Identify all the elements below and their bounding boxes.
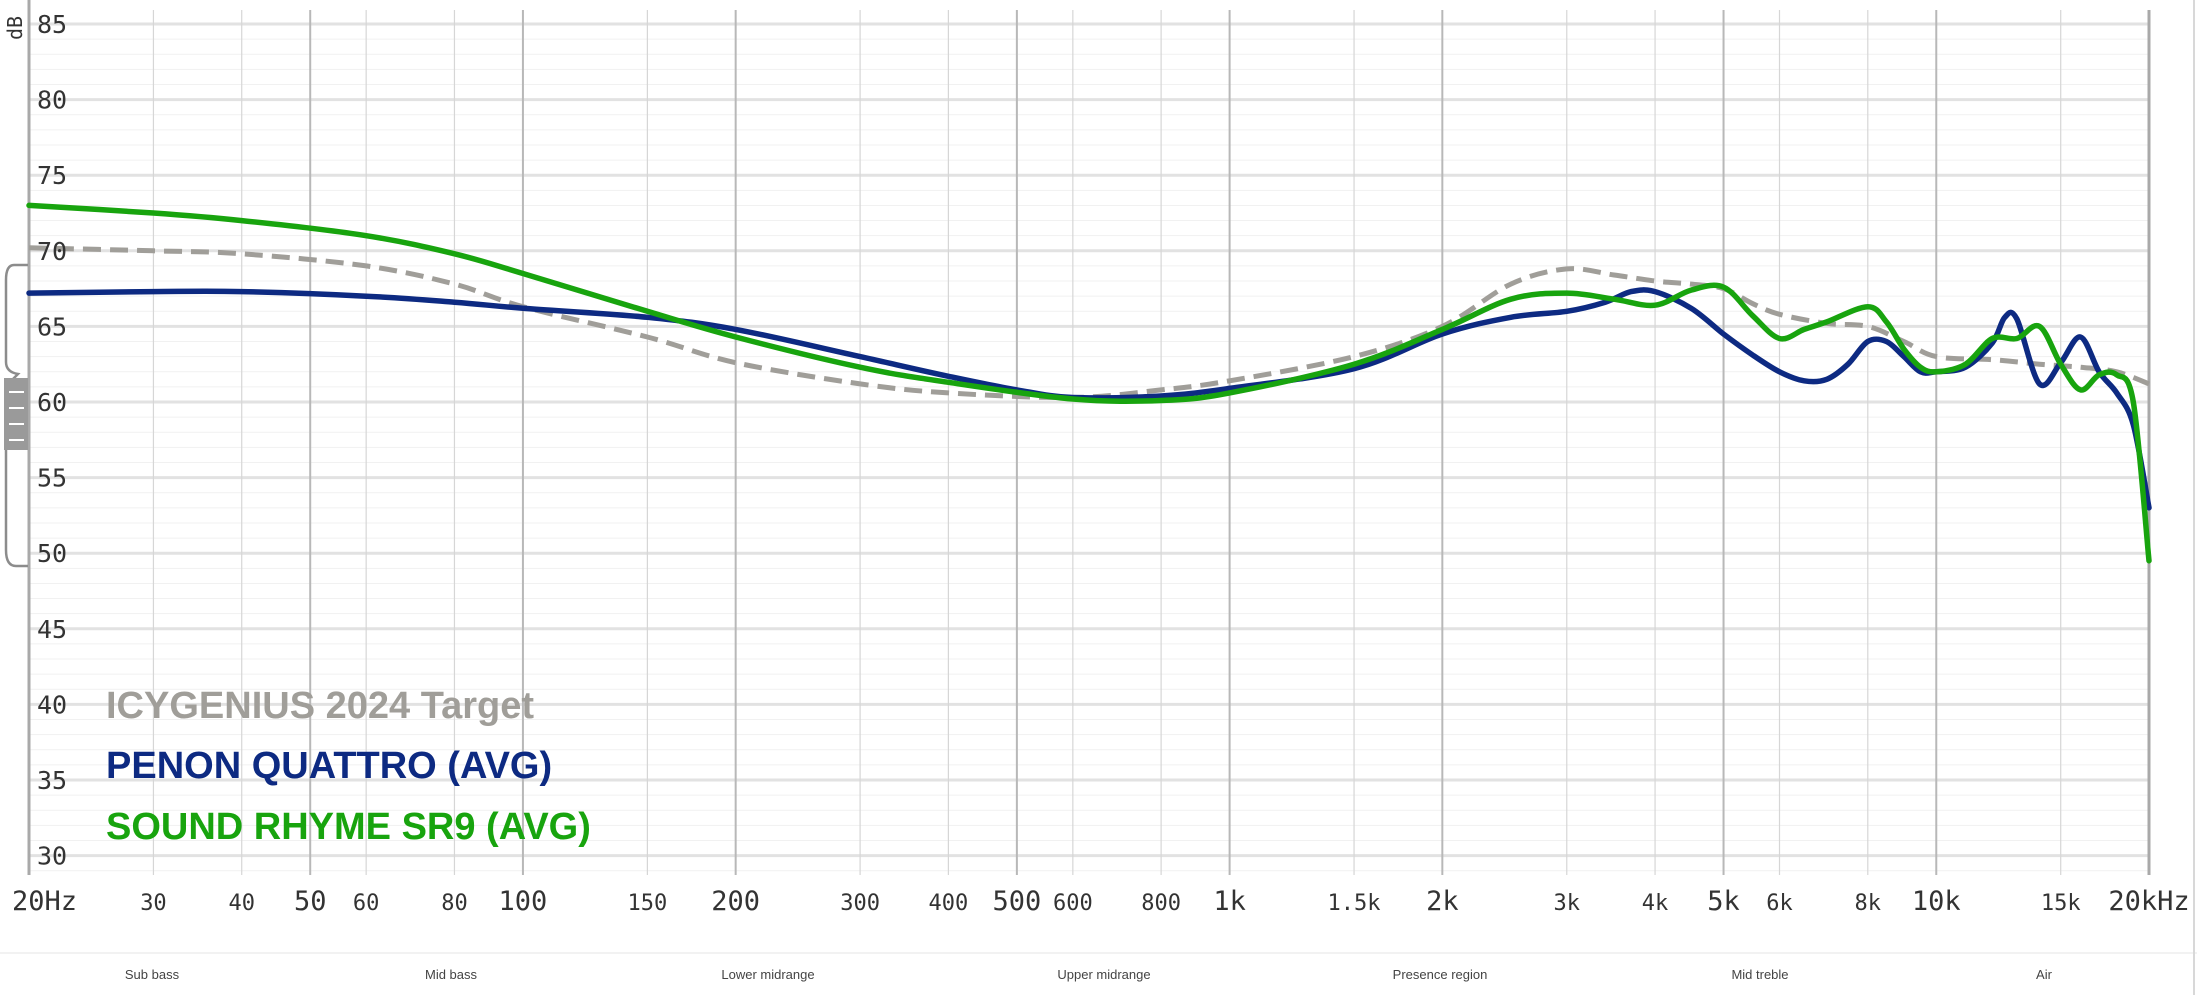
legend-entry[interactable]: SOUND RHYME SR9 (AVG) [106, 806, 591, 848]
y-tick-label: 80 [37, 86, 67, 115]
y-tick-label: 50 [37, 539, 67, 568]
region-label: Mid bass [425, 967, 478, 982]
y-tick-label: 40 [37, 690, 67, 719]
legend-entry[interactable]: PENON QUATTRO (AVG) [106, 745, 552, 787]
y-scale-drag-handle[interactable] [4, 263, 28, 568]
region-label: Air [2036, 967, 2053, 982]
x-tick-label: 400 [929, 891, 969, 916]
region-label: Sub bass [125, 967, 180, 982]
x-tick-label: 20kHz [2108, 886, 2189, 917]
y-tick-label: 85 [37, 10, 67, 39]
y-tick-label: 30 [37, 842, 67, 871]
x-tick-label: 600 [1053, 891, 1093, 916]
frequency-regions: Sub bass Mid bass Lower midrange Upper midr… [125, 967, 2053, 982]
curve-sound-rhyme-sr9[interactable] [26, 202, 2152, 564]
y-tick-label: 55 [37, 464, 67, 493]
y-tick-label: 60 [37, 388, 67, 417]
y-tick-label: 70 [37, 237, 67, 266]
legend: ICYGENIUS 2024 Target PENON QUATTRO (AVG)… [106, 685, 591, 848]
region-label: Upper midrange [1057, 967, 1150, 982]
x-tick-label: 1.5k [1328, 891, 1381, 916]
x-tick-label: 300 [840, 891, 880, 916]
x-tick-label: 60 [353, 891, 380, 916]
region-label: Presence region [1393, 967, 1488, 982]
region-label: Mid treble [1731, 967, 1788, 982]
x-tick-label: 3k [1554, 891, 1581, 916]
x-tick-label: 50 [294, 886, 327, 917]
y-tick-label: 35 [37, 766, 67, 795]
x-tick-label: 20Hz [12, 886, 77, 917]
x-tick-label: 800 [1141, 891, 1181, 916]
region-label: Lower midrange [721, 967, 814, 982]
x-tick-label: 5k [1707, 886, 1740, 917]
x-tick-label: 100 [499, 886, 548, 917]
x-tick-label: 500 [992, 886, 1041, 917]
x-tick-label: 15k [2041, 891, 2081, 916]
y-axis-ticks: 85 80 75 70 65 60 55 50 45 40 35 30 [37, 10, 67, 871]
legend-entry[interactable]: ICYGENIUS 2024 Target [106, 685, 534, 727]
x-tick-label: 30 [140, 891, 167, 916]
x-tick-label: 80 [441, 891, 468, 916]
x-tick-label: 150 [628, 891, 668, 916]
curves [26, 202, 2152, 564]
curve-penon-quattro[interactable] [26, 287, 2152, 511]
x-tick-label: 40 [228, 891, 255, 916]
x-tick-label: 6k [1766, 891, 1793, 916]
x-tick-label: 2k [1426, 886, 1459, 917]
x-tick-label: 200 [711, 886, 760, 917]
x-tick-label: 4k [1642, 891, 1669, 916]
x-axis-ticks: 20Hz 30 40 50 60 80 100 150 200 300 400 500 600 800 1k… [12, 886, 2190, 917]
x-tick-label: 1k [1213, 886, 1246, 917]
x-tick-label: 10k [1912, 886, 1961, 917]
y-tick-label: 75 [37, 161, 67, 190]
x-gridlines [27, 0, 2151, 875]
y-tick-label: 65 [37, 312, 67, 341]
x-tick-label: 8k [1855, 891, 1882, 916]
y-tick-label: 45 [37, 615, 67, 644]
y-gridlines [29, 22, 2149, 872]
y-axis-label: dB [3, 16, 27, 40]
